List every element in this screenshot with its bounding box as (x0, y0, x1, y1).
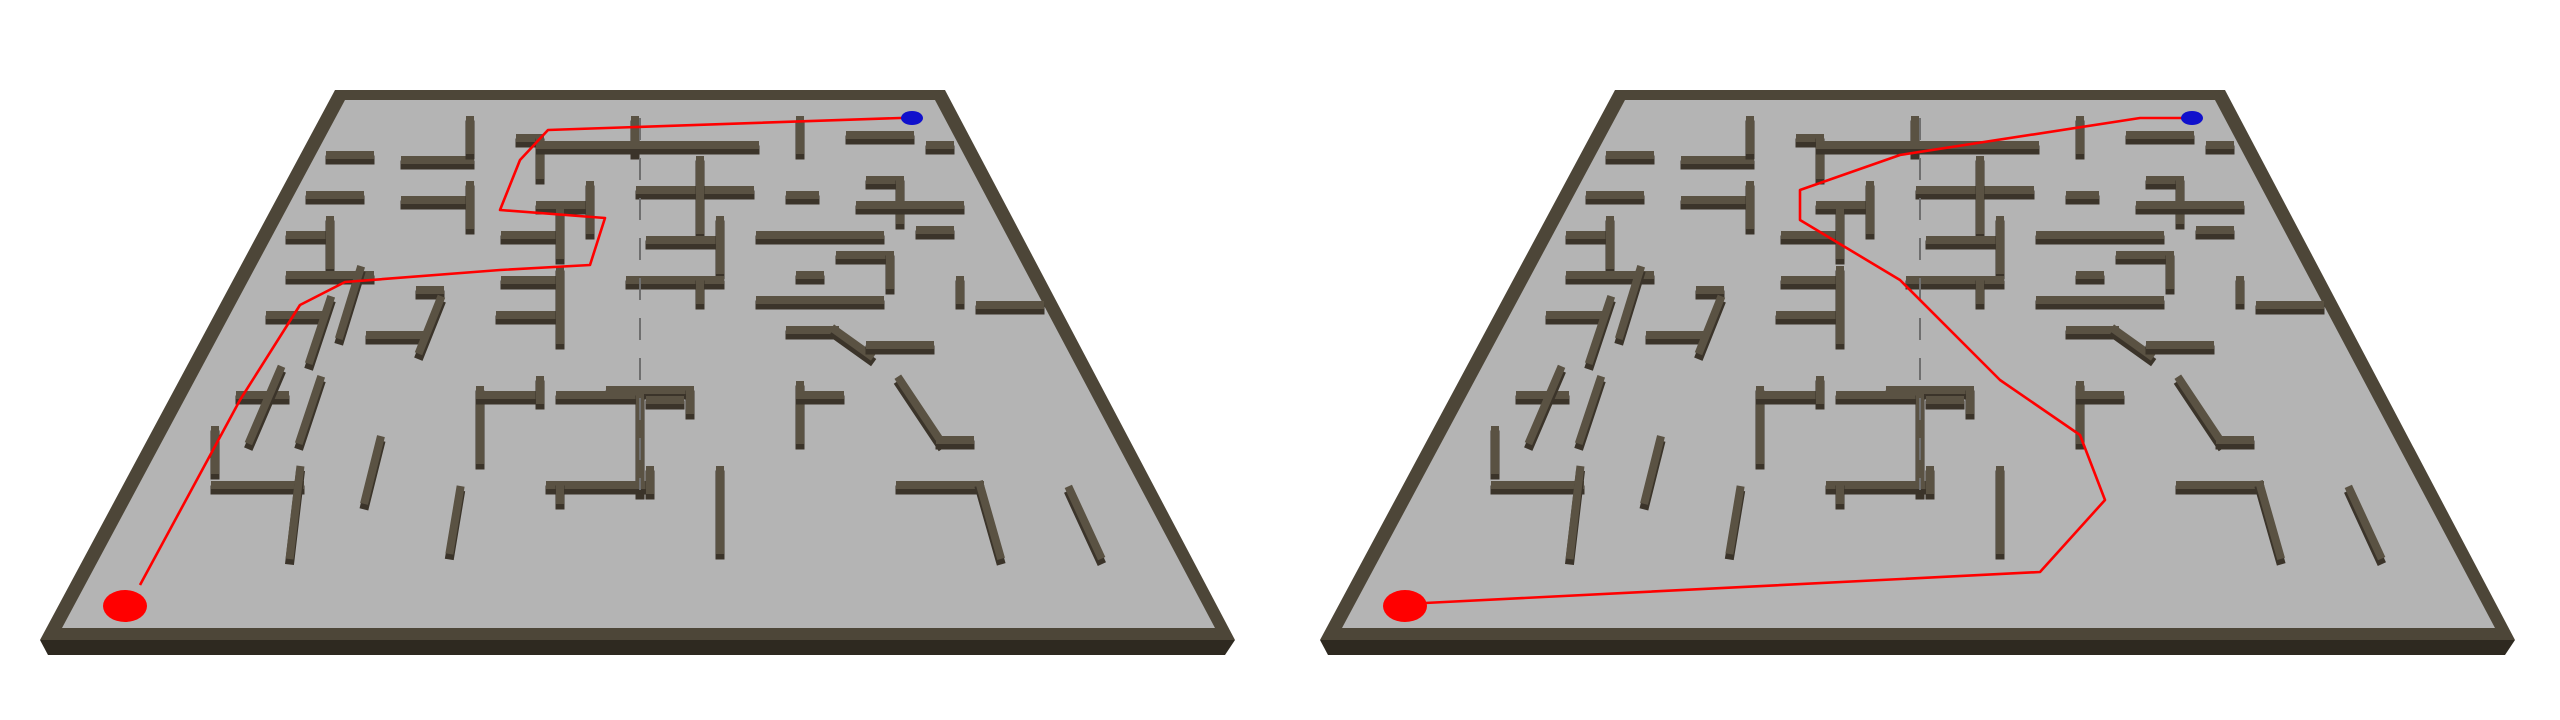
maze-wall-side (828, 328, 877, 367)
maze-wall (1584, 294, 1616, 366)
maze-wall (360, 435, 385, 505)
maze-wall (1565, 465, 1585, 560)
maze-wall (1524, 364, 1566, 446)
maze-panel-left (40, 90, 1235, 655)
solution-path (138, 116, 912, 586)
maze-wall (894, 374, 946, 446)
maze-wall (829, 324, 876, 361)
maze-wall (1640, 435, 1665, 505)
solution-path (1424, 116, 2192, 605)
maze-wall (975, 480, 1005, 560)
maze-wall (1725, 485, 1745, 555)
maze-walls (210, 116, 1106, 566)
maze-wall (2344, 484, 2386, 561)
maze-wall (304, 294, 336, 366)
start-marker-red (103, 590, 147, 622)
maze-wall (2255, 480, 2285, 560)
maze-wall (244, 364, 286, 446)
maze-walls (1490, 116, 2386, 566)
maze-wall (1574, 374, 1606, 446)
goal-marker-blue (2181, 111, 2203, 125)
maze-wall (445, 485, 465, 555)
maze-frame-edge (40, 640, 1235, 655)
maze-wall (414, 294, 446, 356)
maze-view-right (1320, 90, 2515, 655)
maze-wall (2109, 324, 2156, 361)
maze-wall (1615, 265, 1645, 340)
maze-frame-edge (1320, 640, 2515, 655)
maze-floor (62, 100, 1215, 628)
maze-wall-side (2108, 328, 2157, 367)
maze-wall (2174, 374, 2226, 446)
maze-wall (1694, 294, 1726, 356)
maze-wall (1064, 484, 1106, 561)
maze-wall (294, 374, 326, 446)
start-marker-red (1383, 590, 1427, 622)
maze-view-left (40, 90, 1235, 655)
maze-floor (1342, 100, 2495, 628)
maze-wall (285, 465, 305, 560)
maze-panel-right (1280, 0, 2560, 720)
goal-marker-blue (901, 111, 923, 125)
